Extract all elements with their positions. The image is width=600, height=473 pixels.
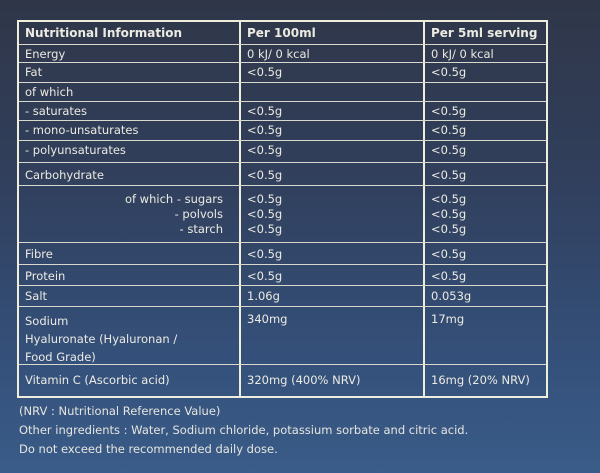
row-label: Energy bbox=[19, 45, 241, 62]
table-row: - mono-unsaturates <0.5g <0.5g bbox=[19, 121, 546, 141]
ingredients-note: Other ingredients : Water, Sodium chlori… bbox=[19, 423, 469, 437]
table-header-row: Nutritional Information Per 100ml Per 5m… bbox=[19, 22, 546, 45]
row-per-serving: 0.053g bbox=[431, 289, 472, 303]
header-nutritional-information: Nutritional Information bbox=[19, 22, 241, 44]
table-row: Salt 1.06g 0.053g bbox=[19, 286, 546, 307]
row-label: Carbohydrate bbox=[19, 163, 241, 185]
row-per-serving: 17mg bbox=[431, 312, 465, 326]
table-row: - polyunsaturates <0.5g <0.5g bbox=[19, 141, 546, 163]
row-per100: 340mg bbox=[241, 307, 425, 364]
row-per-serving: 16mg (20% NRV) bbox=[431, 373, 530, 387]
row-per100: <0.5g <0.5g <0.5g bbox=[241, 186, 425, 242]
table-row: Fat <0.5g <0.5g bbox=[19, 63, 546, 83]
table-row: of which bbox=[19, 83, 546, 102]
row-per100: <0.5g bbox=[241, 265, 425, 285]
nrv-note: (NRV : Nutritional Reference Value) bbox=[19, 404, 221, 418]
table-row: Energy 0 kJ/ 0 kcal 0 kJ/ 0 kcal bbox=[19, 45, 546, 63]
row-per100: <0.5g bbox=[241, 121, 425, 140]
row-label: of which bbox=[19, 83, 241, 101]
row-per100: 1.06g bbox=[241, 286, 425, 306]
row-per-serving: 0 kJ/ 0 kcal bbox=[431, 47, 494, 61]
header-per-serving: Per 5ml serving bbox=[431, 26, 538, 40]
row-label: - polyunsaturates bbox=[19, 141, 241, 162]
row-label: - mono-unsaturates bbox=[19, 121, 241, 140]
row-label: Salt bbox=[19, 286, 241, 306]
row-label: Fibre bbox=[19, 243, 241, 264]
row-per-serving: <0.5g bbox=[431, 143, 467, 157]
table-row: Sodium Hyaluronate (Hyaluronan / Food Gr… bbox=[19, 307, 546, 365]
table-row: Protein <0.5g <0.5g bbox=[19, 265, 546, 286]
row-per-serving bbox=[425, 83, 546, 101]
dose-warning: Do not exceed the recommended daily dose… bbox=[19, 442, 278, 456]
row-label: - saturates bbox=[19, 102, 241, 120]
row-per-serving: <0.5g bbox=[431, 269, 467, 283]
row-per-serving: <0.5g <0.5g <0.5g bbox=[431, 192, 467, 236]
table-row: - saturates <0.5g <0.5g bbox=[19, 102, 546, 121]
row-per100: <0.5g bbox=[241, 243, 425, 264]
table-row: Vitamin C (Ascorbic acid) 320mg (400% NR… bbox=[19, 365, 546, 396]
header-per-100ml: Per 100ml bbox=[241, 22, 425, 44]
row-label: Protein bbox=[19, 265, 241, 285]
row-per100 bbox=[241, 83, 425, 101]
row-label: Fat bbox=[19, 63, 241, 82]
row-per-serving: <0.5g bbox=[431, 123, 467, 137]
row-label: Vitamin C (Ascorbic acid) bbox=[19, 365, 241, 396]
row-per-serving: <0.5g bbox=[431, 104, 467, 118]
row-per100: <0.5g bbox=[241, 63, 425, 82]
row-per100: <0.5g bbox=[241, 163, 425, 185]
row-label: Sodium Hyaluronate (Hyaluronan / Food Gr… bbox=[19, 307, 241, 364]
footnotes: (NRV : Nutritional Reference Value) Othe… bbox=[19, 402, 468, 459]
row-per100: <0.5g bbox=[241, 141, 425, 162]
row-per-serving: <0.5g bbox=[431, 65, 467, 79]
table-row: of which - sugars - polvols - starch <0.… bbox=[19, 186, 546, 243]
row-per-serving: <0.5g bbox=[431, 247, 467, 261]
table-row: Fibre <0.5g <0.5g bbox=[19, 243, 546, 265]
nutrition-table: Nutritional Information Per 100ml Per 5m… bbox=[17, 20, 548, 398]
table-row: Carbohydrate <0.5g <0.5g bbox=[19, 163, 546, 186]
row-per100: 320mg (400% NRV) bbox=[241, 365, 425, 396]
row-per-serving: <0.5g bbox=[431, 168, 467, 182]
row-per100: 0 kJ/ 0 kcal bbox=[241, 45, 425, 62]
row-per100: <0.5g bbox=[241, 102, 425, 120]
row-label: of which - sugars - polvols - starch bbox=[19, 186, 241, 242]
